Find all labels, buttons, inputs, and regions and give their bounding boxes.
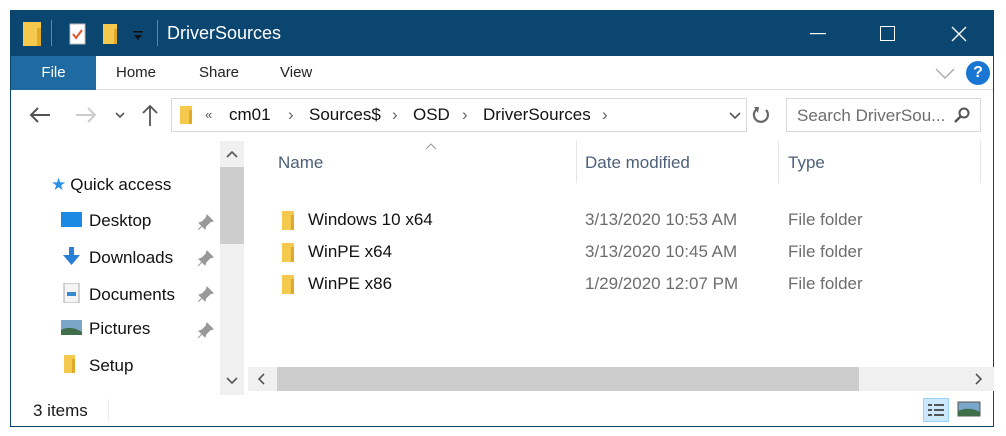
scroll-down-icon[interactable] [226, 377, 238, 385]
file-type: File folder [788, 242, 863, 261]
pin-icon[interactable] [198, 214, 214, 230]
folder-icon [282, 243, 294, 262]
sidebar-item-quick-access[interactable]: ★ Quick access [51, 175, 172, 194]
breadcrumb-sources[interactable]: Sources$ [309, 105, 381, 124]
file-name: WinPE x64 [308, 242, 393, 261]
title-bar: DriverSources [11, 11, 993, 56]
folder-icon [282, 211, 294, 230]
file-row[interactable]: Windows 10 x64 3/13/2020 10:53 AM File f… [248, 204, 978, 236]
details-view-icon [928, 404, 944, 416]
expand-ribbon-icon[interactable] [935, 68, 955, 80]
breadcrumb-osd[interactable]: OSD [413, 105, 450, 124]
properties-icon[interactable] [69, 23, 87, 45]
file-list: Name Date modified Type Windows 10 x64 3… [248, 141, 994, 395]
ribbon-tabs: File Home Share View ? [11, 56, 993, 90]
large-icons-view-icon [957, 401, 981, 417]
sidebar-item-setup[interactable]: Setup [61, 355, 133, 376]
file-date: 3/13/2020 10:45 AM [585, 242, 738, 261]
breadcrumb-overflow[interactable]: « [205, 107, 213, 122]
folder-icon [180, 106, 192, 124]
column-header-date[interactable]: Date modified [585, 153, 690, 172]
sort-ascending-icon [425, 143, 437, 150]
breadcrumb-cm01[interactable]: cm01 [229, 105, 271, 124]
forward-icon[interactable] [75, 107, 97, 123]
tab-view[interactable]: View [280, 64, 313, 81]
sidebar-item-documents[interactable]: Documents [61, 282, 175, 305]
sidebar-item-pictures[interactable]: Pictures [61, 319, 150, 339]
pin-icon[interactable] [198, 322, 214, 338]
search-input[interactable]: Search DriverSou... [786, 98, 981, 132]
close-icon [951, 26, 967, 41]
sidebar-item-desktop[interactable]: Desktop [61, 211, 151, 231]
customize-toolbar-icon[interactable] [132, 31, 144, 41]
search-placeholder: Search DriverSou... [797, 106, 946, 125]
sidebar-scrollbar[interactable] [220, 141, 244, 395]
folder-icon [64, 355, 75, 373]
large-icons-view-button[interactable] [957, 400, 981, 420]
chevron-right-icon[interactable]: › [602, 105, 608, 124]
item-count: 3 items [33, 401, 88, 420]
scroll-right-icon[interactable] [975, 373, 983, 385]
file-name: Windows 10 x64 [308, 210, 433, 229]
up-icon[interactable] [142, 104, 158, 126]
sidebar-item-downloads[interactable]: Downloads [61, 247, 173, 268]
chevron-right-icon[interactable]: › [288, 105, 294, 124]
status-bar: 3 items [11, 395, 993, 427]
pin-icon[interactable] [198, 286, 214, 302]
scroll-left-icon[interactable] [257, 373, 265, 385]
minimize-button[interactable] [795, 11, 841, 56]
help-icon[interactable]: ? [966, 61, 990, 85]
tab-share[interactable]: Share [199, 64, 240, 81]
folder-icon [23, 22, 41, 46]
breadcrumb-driversources[interactable]: DriverSources [483, 105, 591, 124]
pictures-icon [61, 320, 82, 335]
address-dropdown-icon[interactable] [729, 112, 741, 120]
file-name: WinPE x86 [308, 274, 393, 293]
minimize-icon [810, 32, 826, 34]
close-button[interactable] [936, 11, 982, 56]
column-header-name[interactable]: Name [278, 153, 324, 172]
search-icon [954, 107, 970, 123]
address-bar[interactable]: « cm01 › Sources$ › OSD › DriverSources … [171, 98, 769, 132]
horizontal-scrollbar[interactable] [248, 367, 994, 391]
file-date: 1/29/2020 12:07 PM [585, 274, 739, 293]
maximize-icon [879, 26, 895, 41]
window-title: DriverSources [167, 23, 282, 43]
scrollbar-thumb[interactable] [220, 167, 244, 244]
details-view-button[interactable] [923, 398, 949, 422]
pin-icon[interactable] [198, 250, 214, 266]
scrollbar-thumb[interactable] [277, 367, 859, 391]
tab-home[interactable]: Home [116, 64, 157, 81]
file-type: File folder [788, 210, 863, 229]
recent-locations-icon[interactable] [115, 112, 125, 119]
explorer-window: DriverSources File Home Share View ? « c… [10, 10, 994, 427]
maximize-button[interactable] [864, 11, 910, 56]
file-type: File folder [788, 274, 863, 293]
scroll-up-icon[interactable] [226, 150, 238, 158]
file-row[interactable]: WinPE x86 1/29/2020 12:07 PM File folder [248, 268, 978, 300]
chevron-right-icon[interactable]: › [462, 105, 468, 124]
download-icon [63, 247, 80, 265]
desktop-icon [61, 212, 82, 227]
tab-file[interactable]: File [11, 56, 96, 90]
back-icon[interactable] [29, 107, 51, 123]
new-folder-icon[interactable] [103, 24, 119, 44]
star-icon: ★ [51, 175, 67, 194]
column-header-type[interactable]: Type [788, 153, 825, 172]
file-row[interactable]: WinPE x64 3/13/2020 10:45 AM File folder [248, 236, 978, 268]
refresh-icon[interactable] [752, 106, 770, 124]
file-date: 3/13/2020 10:53 AM [585, 210, 738, 229]
documents-icon [63, 282, 80, 304]
address-toolbar: « cm01 › Sources$ › OSD › DriverSources … [11, 90, 993, 141]
navigation-pane: ★ Quick access Desktop Downloads Document… [11, 141, 246, 395]
chevron-right-icon[interactable]: › [392, 105, 398, 124]
folder-icon [282, 275, 294, 294]
